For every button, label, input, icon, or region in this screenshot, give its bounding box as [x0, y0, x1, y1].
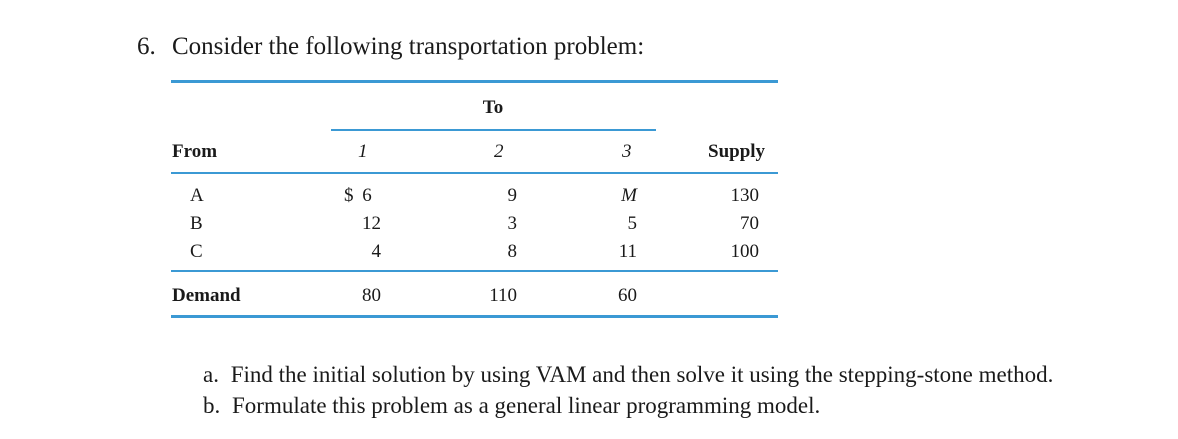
part-b-letter: b.	[203, 393, 221, 418]
demand-3: 60	[618, 285, 637, 306]
table-top-rule	[171, 80, 778, 83]
column-header-3: 3	[622, 141, 632, 162]
part-a-text: Find the initial solution by using VAM a…	[230, 362, 1054, 387]
row-label-c: C	[190, 241, 203, 262]
part-b: b. Formulate this problem as a general l…	[203, 391, 820, 421]
supply-b: 70	[740, 213, 759, 234]
supply-c: 100	[730, 241, 760, 262]
cost-a-1: $ 6	[344, 185, 372, 206]
header-bottom-rule	[171, 172, 778, 174]
supply-header: Supply	[708, 141, 766, 162]
from-header: From	[172, 141, 218, 162]
problem-number: 6.	[137, 33, 156, 60]
part-a: a. Find the initial solution by using VA…	[203, 360, 1053, 390]
problem-heading: 6. Consider the following transportation…	[137, 31, 644, 63]
cost-c-2: 8	[507, 241, 518, 262]
body-bottom-rule	[171, 270, 778, 272]
cost-a-3: M	[621, 185, 637, 206]
cost-b-3: 5	[627, 213, 638, 234]
row-label-b: B	[190, 213, 203, 234]
row-label-a: A	[190, 185, 204, 206]
cost-b-1: 12	[362, 213, 381, 234]
demand-2: 110	[489, 285, 517, 306]
table-bottom-rule	[171, 315, 778, 318]
to-group-rule	[331, 129, 656, 131]
part-a-letter: a.	[203, 362, 219, 387]
cost-c-1: 4	[371, 241, 382, 262]
supply-a: 130	[730, 185, 760, 206]
demand-1: 80	[362, 285, 381, 306]
to-header: To	[482, 97, 504, 118]
part-b-text: Formulate this problem as a general line…	[232, 393, 821, 418]
column-header-1: 1	[358, 141, 368, 162]
cost-a-2: 9	[507, 185, 518, 206]
demand-header: Demand	[172, 285, 241, 306]
cost-c-3: 11	[618, 241, 637, 262]
cost-b-2: 3	[507, 213, 518, 234]
column-header-2: 2	[494, 141, 504, 162]
problem-text: Consider the following transportation pr…	[172, 33, 645, 60]
